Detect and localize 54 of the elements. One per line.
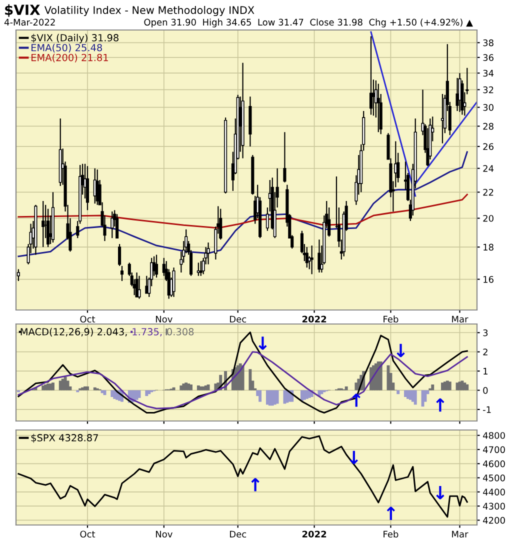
x-tick-label: Dec [230,530,246,538]
y-tick-label: 1 [484,368,488,374]
x-tick-label: Mar [452,316,468,323]
legend-label: EMA(50) 25.48 [32,44,102,52]
chart-subtitle: 4-Mar-2022 [4,18,55,26]
y-tick-label: 22 [483,188,494,196]
y-tick-label: 0 [483,386,488,394]
y-tick-label: 4600 [482,460,505,468]
x-tick-label: Nov [156,316,172,323]
y-tick-label: 18 [484,244,494,251]
y-tick-label: 36 [483,54,494,62]
y-tick-label: 2 [483,348,488,356]
y-tick-label: -1 [482,406,491,413]
legend-label: EMA(200) 21.81 [32,54,108,62]
annotation: ↑ [352,394,360,407]
legend-label: $VIX (Daily) 31.98 [31,34,118,44]
y-tick-label: 34 [483,70,494,77]
annotation: ↑ [436,398,444,412]
x-tick-label: Mar [452,530,468,538]
legend-label: 1.735, [132,328,162,336]
x-tick-label: Dec [230,316,246,323]
annotation: ↓ [350,450,358,464]
x-tick-label: 2022 [302,530,326,538]
y-tick-label: 30 [483,104,494,111]
x-tick-label: Oct [80,316,96,323]
annotation: ↓ [258,336,267,350]
x-tick-label: Feb [384,530,398,538]
x-tick-label: Nov [156,530,172,538]
annotation: ↑ [386,506,395,520]
annotation: ↓ [436,486,444,500]
y-tick-label: 4400 [482,488,505,496]
x-tick-label: Feb [384,316,398,323]
y-tick-label: 16 [484,276,494,283]
legend-label: 0.308 [167,328,194,336]
legend-label: $SPX 4328.87 [31,434,98,443]
legend-label: MACD(12,26,9) 2.043, [20,328,127,337]
x-tick-label: 2022 [302,316,326,323]
y-tick-label: 4500 [482,474,505,482]
y-tick-label: 32 [483,86,494,94]
text: Open 31.90 High 34.65 Low 31.47 Close 31.98 Chg +1.50 (+4.92%) ▲ [144,18,473,28]
y-tick-label: 24 [483,165,494,172]
y-tick-label: 4300 [482,502,505,510]
y-tick-label: 38 [483,39,494,46]
annotation: ↓ [396,344,405,358]
annotation: ↑ [251,478,260,492]
y-tick-label: 3 [483,329,488,336]
x-tick-label: Oct [80,530,96,538]
y-tick-label: 28 [483,122,494,130]
y-tick-label: 4200 [482,516,505,524]
y-tick-label: 4700 [482,446,505,454]
y-tick-label: 20 [483,214,494,222]
y-tick-label: 26 [483,143,494,150]
chart-title: $VIX Volatility Index - New Methodology INDX [5,4,254,17]
y-tick-label: 4800 [482,432,505,439]
